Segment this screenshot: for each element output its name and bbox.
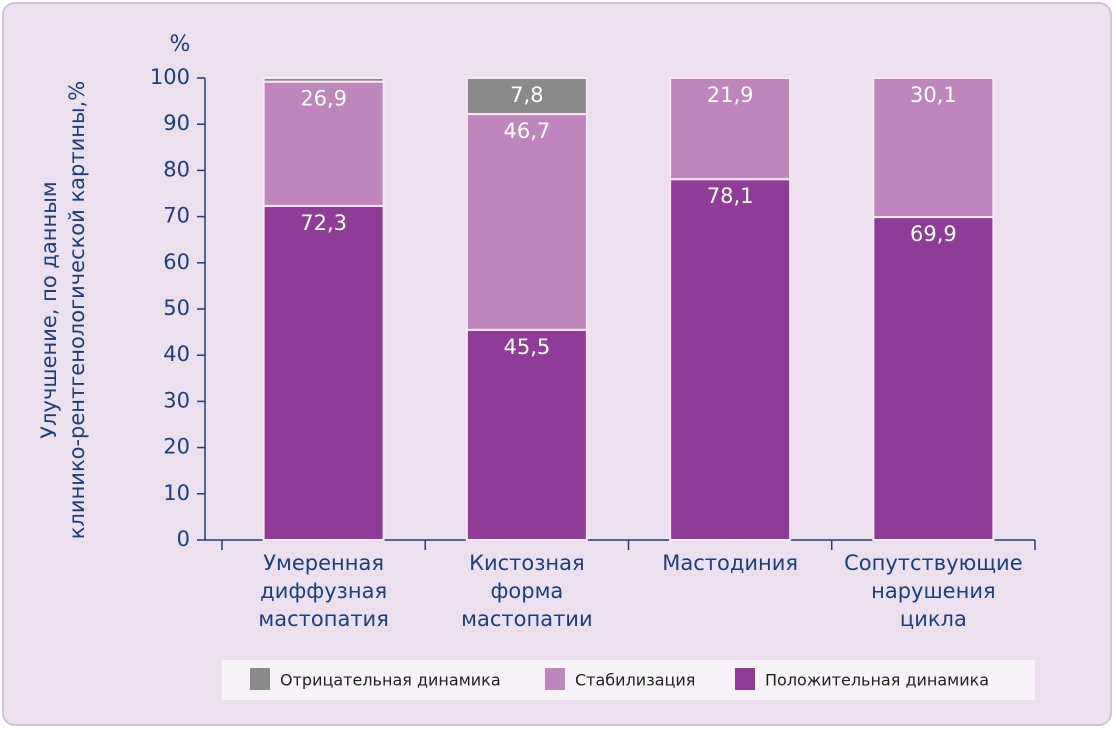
data-label: 7,8 <box>510 83 543 107</box>
y-axis-label-line: клинико-рентгенологической картины,% <box>65 81 89 539</box>
x-tick-label: Сопутствующие нарушения цикла <box>844 551 1023 631</box>
y-tick-label: 80 <box>163 157 190 181</box>
legend-swatch <box>735 668 755 690</box>
y-tick-label: 100 <box>150 65 190 89</box>
data-label: 69,9 <box>910 222 957 246</box>
x-tick-label-line: нарушения <box>871 579 996 603</box>
x-tick-label-line: Кистозная <box>469 551 585 575</box>
x-tick-label-line: Мастодиния <box>662 551 798 575</box>
x-tick-label-line: Умеренная <box>263 551 384 575</box>
y-tick-label: 70 <box>163 204 190 228</box>
x-tick-label-line: диффузная <box>260 579 387 603</box>
legend-label: Стабилизация <box>575 671 695 690</box>
y-tick-label: 20 <box>163 435 190 459</box>
legend-label: Положительная динамика <box>765 671 989 690</box>
x-tick-label-line: мастопатии <box>461 607 592 631</box>
x-tick-label: Кистозная форма мастопатии <box>461 551 592 631</box>
bar-segment <box>872 77 995 219</box>
y-tick-label: 50 <box>163 296 190 320</box>
x-tick-label-line: мастопатия <box>258 607 388 631</box>
bar-segment <box>669 178 792 541</box>
data-label: 45,5 <box>503 335 550 359</box>
data-label: 30,1 <box>910 83 957 107</box>
bar-segment <box>669 77 792 181</box>
legend-box <box>222 660 1035 700</box>
data-label: 46,7 <box>503 119 550 143</box>
legend-swatch <box>545 668 565 690</box>
x-tick-label-line: цикла <box>900 607 967 631</box>
bar-segment <box>262 77 385 83</box>
x-tick-label: Мастодиния <box>662 551 798 575</box>
x-tick-label: Умеренная диффузная мастопатия <box>258 551 388 631</box>
data-label: 26,9 <box>300 87 347 111</box>
bar-segment <box>465 113 588 331</box>
x-tick-label-line: Сопутствующие <box>844 551 1023 575</box>
x-tick-label-line: форма <box>490 579 563 603</box>
bar-segment <box>465 328 588 542</box>
y-tick-label: 60 <box>163 250 190 274</box>
data-label: 78,1 <box>707 184 754 208</box>
data-label: 21,9 <box>707 83 754 107</box>
y-tick-label: 10 <box>163 481 190 505</box>
y-tick-label: 0 <box>177 527 190 551</box>
data-label: 72,3 <box>300 211 347 235</box>
bar-segment <box>262 204 385 541</box>
legend-label: Отрицательная динамика <box>280 671 501 690</box>
y-tick-label: 30 <box>163 388 190 412</box>
bar-segment <box>262 80 385 207</box>
y-axis-label: Улучшение, по данным клинико-рентгенолог… <box>37 81 89 539</box>
bar-segment <box>465 77 588 116</box>
y-unit: % <box>170 32 191 57</box>
legend-swatch <box>250 668 270 690</box>
y-tick-label: 40 <box>163 342 190 366</box>
bar-segment <box>872 216 995 541</box>
y-tick-label: 90 <box>163 111 190 135</box>
y-axis-label-line: Улучшение, по данным <box>37 181 61 438</box>
